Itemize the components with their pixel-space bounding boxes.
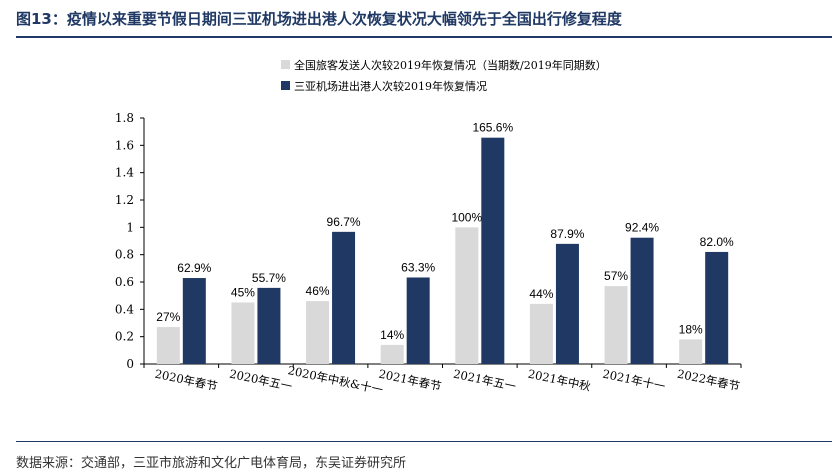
source-note: 数据来源：交通部，三亚市旅游和文化广电体育局，东吴证券研究所 xyxy=(16,456,407,471)
bar-sanya xyxy=(630,237,654,364)
bar-sanya xyxy=(182,278,206,364)
data-label-sanya: 63.3% xyxy=(401,260,435,274)
bar-national xyxy=(604,286,628,364)
legend-swatch xyxy=(281,81,290,90)
bar-national xyxy=(455,227,479,364)
legend-label: 三亚机场进出港人次较2019年恢复情况 xyxy=(294,79,487,93)
y-tick-label: 0.6 xyxy=(115,275,134,289)
bar-national xyxy=(156,327,180,364)
y-tick-label: 1.2 xyxy=(115,193,134,207)
category-label: 2021年十一 xyxy=(601,367,667,394)
bar-national xyxy=(231,302,255,364)
data-label-national: 18% xyxy=(679,322,703,336)
bar-sanya xyxy=(705,251,729,364)
bar-national xyxy=(380,344,404,364)
data-label-national: 100% xyxy=(451,210,482,224)
category-label: 2020年中秋&十一 xyxy=(286,363,384,397)
bar-national xyxy=(306,301,330,364)
bar-sanya xyxy=(406,277,430,364)
bar-sanya xyxy=(332,231,356,364)
legend-label: 全国旅客发送人次较2019年恢复情况（当期数/2019年同期数） xyxy=(294,58,607,72)
bar-chart: 0 0.2 0.4 0.6 0.8 1 1.2 1.4 1.6 1.8 27% 45% 46% 14% 10… xyxy=(115,58,742,397)
data-label-sanya: 165.6% xyxy=(472,121,513,135)
data-label-sanya: 87.9% xyxy=(550,227,584,241)
y-tick-label: 0.4 xyxy=(115,302,134,316)
data-label-sanya: 92.4% xyxy=(625,221,659,235)
category-label: 2022年春节 xyxy=(676,367,741,394)
category-label: 2021年五一 xyxy=(452,367,518,394)
data-label-national: 27% xyxy=(156,310,180,324)
bar-national xyxy=(679,339,703,364)
data-label-sanya: 96.7% xyxy=(327,215,361,229)
category-label: 2021年中秋 xyxy=(527,367,593,394)
y-tick-label: 1.8 xyxy=(115,111,134,125)
figure-title: 图13：疫情以来重要节假日期间三亚机场进出港人次恢复状况大幅领先于全国出行修复程… xyxy=(16,10,622,28)
y-tick-label: 1.6 xyxy=(115,138,134,152)
data-label-sanya: 82.0% xyxy=(700,235,734,249)
category-label: 2020年春节 xyxy=(153,367,218,394)
data-label-national: 45% xyxy=(231,286,255,300)
y-tick-label: 1.4 xyxy=(115,166,134,180)
bar-sanya xyxy=(555,243,579,364)
data-label-sanya: 55.7% xyxy=(252,271,286,285)
y-tick-label: 1 xyxy=(126,220,134,234)
data-label-national: 57% xyxy=(604,269,628,283)
bar-sanya xyxy=(257,287,281,364)
bar-sanya xyxy=(481,137,505,364)
data-label-national: 44% xyxy=(529,287,553,301)
y-tick-label: 0 xyxy=(126,357,134,371)
category-label: 2020年五一 xyxy=(228,367,294,394)
bar-national xyxy=(529,303,553,364)
footer-rule xyxy=(16,441,832,442)
data-label-national: 46% xyxy=(306,284,330,298)
title-rule xyxy=(16,36,832,38)
y-tick-label: 0.2 xyxy=(115,330,134,344)
data-label-sanya: 62.9% xyxy=(177,261,211,275)
legend-swatch xyxy=(281,60,290,69)
y-tick-label: 0.8 xyxy=(115,248,134,262)
data-label-national: 14% xyxy=(380,328,404,342)
category-label: 2021年春节 xyxy=(377,367,442,394)
